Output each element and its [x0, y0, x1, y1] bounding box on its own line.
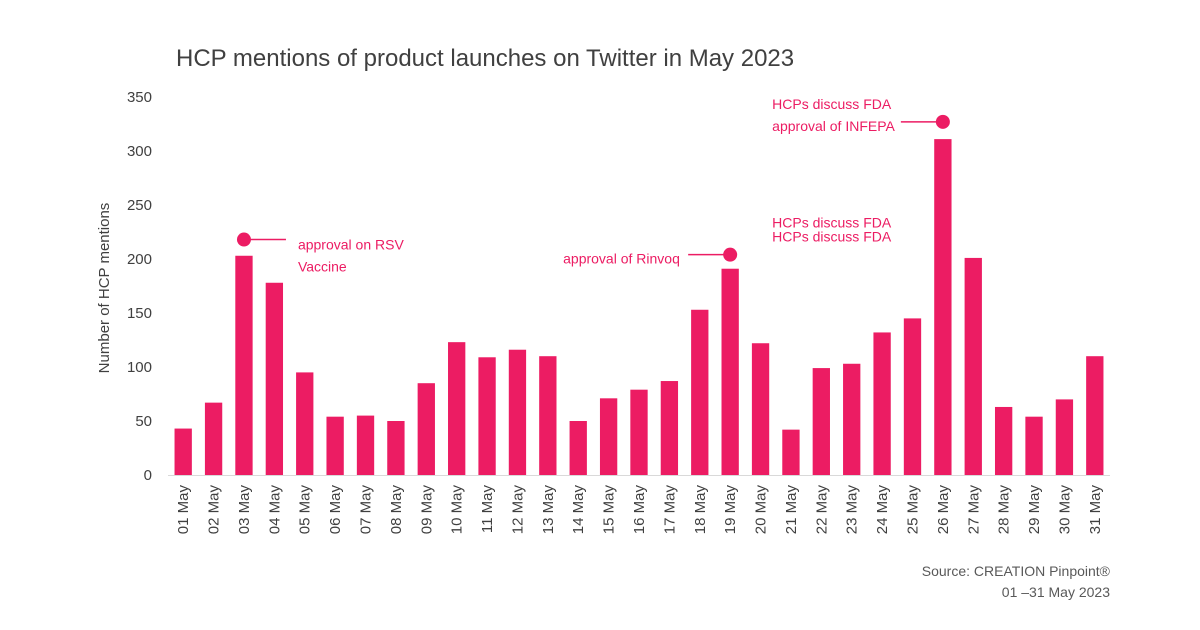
x-tick-label: 03 May	[236, 485, 253, 535]
annotation-text: HCPs discuss FDA	[772, 229, 892, 245]
x-tick-label: 02 May	[206, 485, 223, 535]
y-axis-ticks: 0 50 100 150 200 250 300 350	[127, 89, 152, 484]
annotation-text: approval on RSV	[298, 237, 405, 253]
bar	[539, 356, 557, 475]
bar	[873, 332, 891, 475]
bar	[1055, 399, 1074, 475]
x-tick-label: 12 May	[509, 485, 526, 535]
x-tick-label: 01 May	[175, 485, 192, 535]
bar	[417, 383, 435, 475]
bar	[994, 406, 1013, 475]
bars	[174, 139, 1104, 475]
y-tick-label: 150	[127, 305, 152, 322]
y-tick-label: 350	[127, 89, 152, 106]
annotations: HCPs discuss FDA approval on RSV Vaccine HC…	[236, 96, 950, 275]
chart-title: HCP mentions of product launches on Twit…	[176, 45, 794, 72]
annotation-marker	[236, 232, 251, 247]
annotation-text: approval of Rinvoq	[563, 251, 680, 267]
x-tick-label: 22 May	[813, 485, 830, 535]
x-axis-ticks: 01 May 02 May 03 May 04 May 05 May 06 May 07 M…	[175, 485, 1104, 535]
y-tick-label: 50	[135, 413, 152, 430]
bar	[204, 402, 223, 475]
x-tick-label: 21 May	[783, 485, 800, 535]
bar	[508, 349, 527, 475]
x-tick-label: 13 May	[540, 485, 557, 535]
bar	[356, 415, 375, 475]
bar	[691, 309, 709, 475]
y-tick-label: 0	[144, 467, 152, 484]
bar	[387, 421, 405, 475]
x-tick-label: 16 May	[631, 485, 648, 535]
x-tick-label: 31 May	[1087, 485, 1104, 535]
bar	[265, 282, 284, 475]
x-tick-label: 04 May	[266, 485, 283, 535]
bar	[843, 363, 861, 475]
bar	[964, 257, 982, 475]
x-tick-label: 27 May	[965, 485, 982, 535]
x-tick-label: 07 May	[358, 485, 375, 535]
bar	[296, 372, 314, 475]
annotation-text: HCPs discuss FDA	[772, 96, 892, 112]
x-tick-label: 19 May	[722, 485, 739, 535]
x-tick-label: 11 May	[479, 485, 496, 534]
annotation-text: Vaccine	[298, 259, 347, 275]
x-tick-label: 20 May	[753, 485, 770, 535]
bar	[903, 318, 922, 475]
x-tick-label: 17 May	[661, 485, 678, 535]
x-tick-label: 08 May	[388, 485, 405, 535]
x-tick-label: 24 May	[874, 485, 891, 535]
bar	[174, 428, 192, 475]
x-tick-label: 28 May	[996, 485, 1013, 535]
y-tick-label: 300	[127, 143, 152, 160]
annotation-marker	[935, 114, 950, 129]
x-tick-label: 10 May	[449, 485, 466, 535]
bar	[782, 429, 800, 475]
source-line-1: Source: CREATION Pinpoint®	[922, 563, 1111, 579]
x-tick-label: 15 May	[601, 485, 618, 535]
y-tick-label: 100	[127, 359, 152, 376]
bar	[660, 381, 679, 475]
x-tick-label: 29 May	[1026, 485, 1043, 535]
y-tick-label: 200	[127, 251, 152, 268]
x-tick-label: 09 May	[418, 485, 435, 535]
bar	[1086, 356, 1104, 475]
x-tick-label: 23 May	[844, 485, 861, 535]
x-tick-label: 18 May	[692, 485, 709, 535]
bar	[751, 343, 770, 475]
bar	[934, 139, 952, 475]
bar	[599, 398, 618, 475]
bar	[235, 255, 253, 475]
x-tick-label: 26 May	[935, 485, 952, 535]
x-tick-label: 25 May	[904, 485, 921, 535]
bar	[326, 416, 344, 475]
bar	[478, 357, 496, 475]
annotation-marker	[723, 247, 738, 262]
x-tick-label: 14 May	[570, 485, 587, 535]
bar	[721, 268, 739, 475]
bar	[448, 342, 466, 475]
bar	[630, 389, 648, 475]
x-tick-label: 30 May	[1056, 485, 1073, 535]
bar	[812, 368, 830, 475]
x-tick-label: 05 May	[297, 485, 314, 535]
y-axis-label: Number of HCP mentions	[96, 203, 113, 374]
annotation-text: HCPs discuss FDA	[772, 215, 892, 231]
bar	[1025, 416, 1043, 475]
annotation-text: approval of INFEPA	[772, 118, 895, 134]
y-tick-label: 250	[127, 197, 152, 214]
source-line-2: 01 –31 May 2023	[1002, 584, 1110, 600]
x-tick-label: 06 May	[327, 485, 344, 535]
bar	[569, 421, 587, 475]
